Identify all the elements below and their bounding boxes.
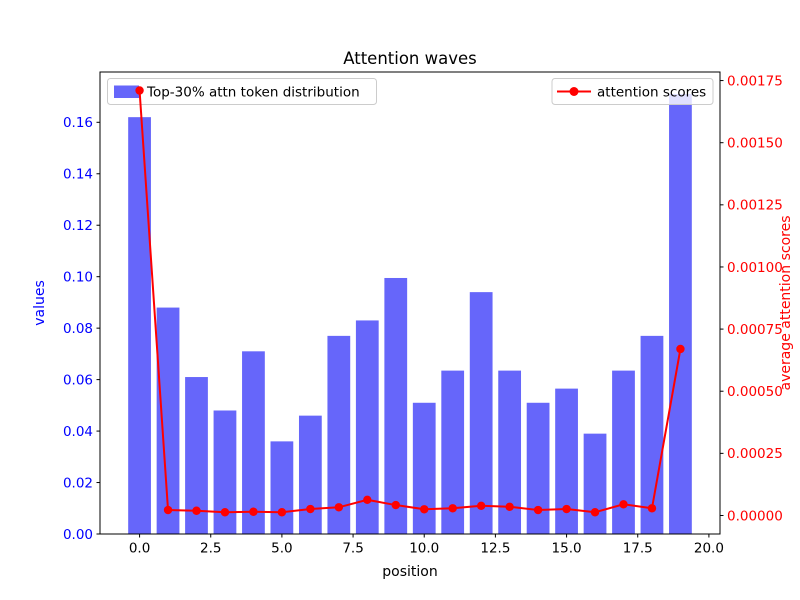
bar-position-9 <box>384 277 408 534</box>
line-marker-4 <box>249 507 258 516</box>
bar-position-19 <box>669 94 692 534</box>
y-left-tick-label: 0.14 <box>63 167 93 183</box>
attention-scores-line <box>138 90 682 514</box>
y-left-tick-label: 0.10 <box>63 269 93 285</box>
line-marker-15 <box>562 504 571 514</box>
line-marker-16 <box>590 508 600 517</box>
x-tick-label: 10.0 <box>409 541 439 557</box>
legend-bars-frame <box>107 78 377 105</box>
x-tick-label: 7.5 <box>342 541 363 557</box>
line-marker-10 <box>420 505 429 514</box>
y-right-tick-label: 0.00050 <box>727 384 783 400</box>
bar-position-18 <box>640 335 664 534</box>
y-axis-label-right: average attention scores <box>778 216 794 391</box>
x-tick-label: 20.0 <box>694 541 724 557</box>
y-left-tick-label: 0.06 <box>63 372 93 388</box>
line-marker-12 <box>476 501 486 510</box>
bar-position-12 <box>469 292 493 534</box>
bar-position-10 <box>412 402 436 534</box>
y-left-tick-label: 0.16 <box>63 115 93 131</box>
legend-bars-label: Top-30% attn token distribution <box>146 85 360 101</box>
bar-position-0 <box>128 117 151 534</box>
bar-position-16 <box>583 433 607 534</box>
y-left-tick-label: 0.00 <box>63 527 93 543</box>
line-marker-19 <box>676 344 685 354</box>
bar-position-11 <box>441 370 465 534</box>
line-marker-7 <box>334 503 344 512</box>
line-marker-3 <box>220 508 230 517</box>
bar-position-5 <box>270 441 294 534</box>
y-right-tick-label: 0.00175 <box>727 73 783 89</box>
x-tick-label: 0.0 <box>129 541 150 557</box>
bar-position-4 <box>242 351 265 534</box>
y-right-tick-label: 0.00075 <box>727 322 783 338</box>
y-left-tick-label: 0.08 <box>63 321 93 337</box>
bar-position-17 <box>612 370 635 534</box>
plot-border <box>99 71 721 535</box>
x-axis-label: position <box>382 564 437 580</box>
legend-bars: Top-30% attn token distribution <box>107 78 377 105</box>
y-right-tick-label: 0.00100 <box>727 260 783 276</box>
y-right-tick-label: 0.00025 <box>727 446 783 462</box>
line-marker-17 <box>619 500 628 509</box>
y-right-tick-label: 0.00000 <box>727 508 783 524</box>
chart-title: Attention waves <box>343 49 477 68</box>
y-axis-label-left: values <box>32 280 48 326</box>
line-marker-2 <box>192 506 201 515</box>
line-marker-13 <box>505 502 514 511</box>
legend-line: attention scores <box>551 78 714 105</box>
legend-line-label: attention scores <box>597 85 706 101</box>
y-left-tick-label: 0.12 <box>63 218 93 234</box>
line-marker-11 <box>448 504 457 513</box>
x-tick-label: 17.5 <box>623 541 653 557</box>
y-right-tick-label: 0.00150 <box>727 136 783 152</box>
x-tick-label: 12.5 <box>480 541 510 557</box>
bar-position-7 <box>327 335 351 534</box>
line-layer <box>135 86 685 517</box>
bar-position-3 <box>213 410 237 534</box>
bars-layer <box>128 94 692 534</box>
y-right-tick-label: 0.00125 <box>727 198 783 214</box>
line-marker-0 <box>135 86 144 95</box>
line-marker-9 <box>391 500 400 510</box>
bar-position-15 <box>555 388 578 534</box>
bar-position-1 <box>156 307 180 534</box>
axes-layer: 0.0 2.5 5.0 7.5 10.0 12.5 15.0 17.5 20.0 0.00 0.02… <box>63 71 783 557</box>
line-marker-8 <box>363 495 372 505</box>
line-marker-1 <box>163 505 173 515</box>
bar-position-8 <box>355 320 379 534</box>
legend-bars-swatch <box>114 85 139 98</box>
line-marker-14 <box>533 505 543 515</box>
line-marker-5 <box>277 508 287 517</box>
bar-position-13 <box>498 370 522 534</box>
x-tick-label: 15.0 <box>552 541 582 557</box>
bar-position-2 <box>185 377 208 534</box>
bar-position-14 <box>526 402 550 534</box>
x-tick-label: 2.5 <box>200 541 221 557</box>
legend-line-frame <box>551 78 714 105</box>
y-left-tick-label: 0.04 <box>63 424 93 440</box>
legend-line-marker <box>569 87 579 96</box>
line-marker-6 <box>306 504 315 514</box>
bar-position-6 <box>298 415 322 534</box>
y-left-tick-label: 0.02 <box>63 475 93 491</box>
line-marker-18 <box>647 504 657 513</box>
x-tick-label: 5.0 <box>271 541 292 557</box>
